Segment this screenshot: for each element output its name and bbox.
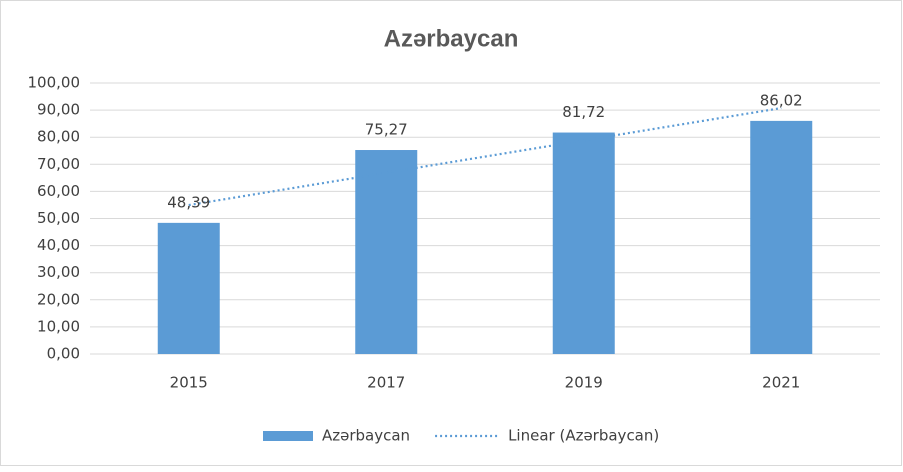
data-label: 48,39 xyxy=(167,193,210,211)
chart-title: Azərbaycan xyxy=(384,25,519,52)
y-tick-label: 90,00 xyxy=(37,101,80,119)
y-tick-label: 100,00 xyxy=(28,74,81,92)
y-tick-label: 20,00 xyxy=(37,290,80,308)
y-tick-label: 80,00 xyxy=(37,128,80,146)
bar xyxy=(157,222,220,354)
x-tick-label: 2017 xyxy=(367,374,405,392)
data-label: 75,27 xyxy=(365,121,408,139)
y-tick-label: 0,00 xyxy=(47,345,80,363)
legend-label: Azərbaycan xyxy=(322,427,410,445)
y-tick-label: 30,00 xyxy=(37,263,80,281)
bar xyxy=(355,150,418,354)
bar xyxy=(750,120,813,354)
x-tick-label: 2019 xyxy=(565,374,603,392)
y-tick-label: 10,00 xyxy=(37,317,80,335)
y-tick-label: 60,00 xyxy=(37,182,80,200)
trend-line xyxy=(188,106,782,207)
x-tick-label: 2021 xyxy=(762,374,800,392)
y-tick-label: 70,00 xyxy=(37,155,80,173)
y-tick-label: 50,00 xyxy=(37,209,80,227)
data-label: 81,72 xyxy=(562,103,605,121)
data-label: 86,02 xyxy=(760,91,803,109)
x-tick-label: 2015 xyxy=(170,374,208,392)
bar xyxy=(552,132,615,354)
legend-label: Linear (Azərbaycan) xyxy=(508,427,659,445)
y-tick-label: 40,00 xyxy=(37,236,80,254)
legend-swatch xyxy=(263,431,313,441)
